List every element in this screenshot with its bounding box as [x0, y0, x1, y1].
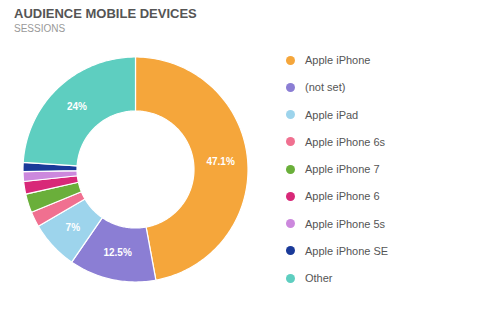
- svg-text:24%: 24%: [67, 101, 87, 112]
- svg-text:12.5%: 12.5%: [103, 247, 131, 258]
- html-text:Apple iPhone 5s: Apple iPhone 5s: [305, 217, 386, 230]
- html-text:Apple iPad: Apple iPad: [305, 108, 359, 121]
- html-text:Apple iPhone SE: Apple iPhone SE: [305, 244, 389, 257]
- html-text:Apple iPhone: Apple iPhone: [305, 54, 371, 66]
- html-text:Apple iPhone 7: Apple iPhone 7: [305, 163, 380, 175]
- html-text:Other: Other: [305, 272, 333, 284]
- svg-text:7%: 7%: [66, 222, 81, 233]
- svg-text:47.1%: 47.1%: [206, 156, 234, 167]
- html-text:Apple iPhone 6s: Apple iPhone 6s: [305, 135, 386, 148]
- html-text:(not set): (not set): [305, 81, 346, 94]
- html-text:AUDIENCE MOBILE DEVICES: AUDIENCE MOBILE DEVICES: [14, 6, 197, 21]
- html-text:SESSIONS: SESSIONS: [14, 23, 66, 34]
- html-text:Apple iPhone 6: Apple iPhone 6: [305, 190, 380, 203]
